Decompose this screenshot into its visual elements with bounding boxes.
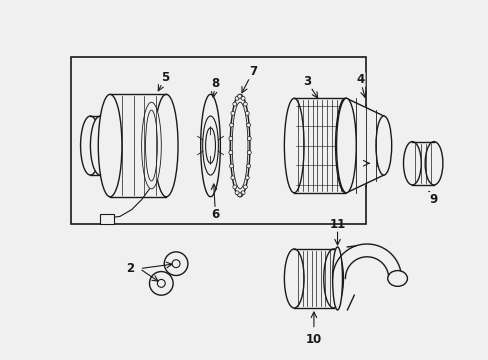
Text: 2: 2 (125, 262, 134, 275)
Ellipse shape (237, 94, 241, 98)
Text: 10: 10 (305, 333, 322, 346)
Text: 6: 6 (211, 208, 219, 221)
Text: 1: 1 (375, 157, 383, 170)
Ellipse shape (235, 191, 239, 195)
Ellipse shape (200, 94, 220, 197)
Ellipse shape (235, 96, 239, 100)
Ellipse shape (375, 116, 391, 175)
Ellipse shape (246, 164, 250, 168)
Ellipse shape (154, 94, 178, 197)
Ellipse shape (247, 136, 251, 140)
Ellipse shape (232, 185, 236, 189)
Text: 5: 5 (161, 71, 169, 84)
Ellipse shape (245, 111, 249, 115)
Bar (100, 215, 114, 224)
Text: 3: 3 (303, 75, 310, 88)
Ellipse shape (246, 123, 250, 127)
Text: 7: 7 (248, 65, 256, 78)
Ellipse shape (238, 94, 242, 98)
Ellipse shape (90, 116, 110, 175)
Ellipse shape (172, 260, 180, 267)
Ellipse shape (142, 102, 161, 189)
Ellipse shape (241, 191, 244, 195)
Ellipse shape (424, 141, 442, 185)
Text: 11: 11 (329, 218, 345, 231)
Ellipse shape (245, 176, 249, 180)
Ellipse shape (336, 98, 356, 193)
Ellipse shape (335, 98, 355, 193)
Ellipse shape (247, 150, 251, 154)
Text: 9: 9 (428, 193, 436, 206)
Ellipse shape (238, 193, 242, 197)
Ellipse shape (243, 185, 247, 189)
Ellipse shape (230, 176, 234, 180)
Ellipse shape (149, 271, 173, 295)
Ellipse shape (403, 141, 420, 185)
Ellipse shape (228, 136, 232, 140)
Ellipse shape (229, 123, 233, 127)
Ellipse shape (229, 164, 233, 168)
Ellipse shape (202, 116, 218, 175)
Ellipse shape (228, 150, 232, 154)
Ellipse shape (332, 247, 342, 310)
Ellipse shape (232, 102, 247, 189)
Ellipse shape (145, 110, 157, 181)
Ellipse shape (387, 271, 407, 286)
Ellipse shape (284, 98, 304, 193)
Polygon shape (346, 98, 383, 193)
Text: 4: 4 (355, 73, 364, 86)
Ellipse shape (323, 249, 343, 308)
Text: 8: 8 (211, 77, 219, 90)
Ellipse shape (81, 116, 100, 175)
Ellipse shape (98, 94, 122, 197)
Ellipse shape (241, 96, 244, 100)
Ellipse shape (237, 193, 241, 197)
Bar (71, 57, 366, 224)
Ellipse shape (205, 128, 215, 163)
Ellipse shape (230, 94, 249, 197)
Ellipse shape (164, 252, 187, 275)
Ellipse shape (157, 279, 165, 287)
Ellipse shape (243, 102, 247, 106)
Ellipse shape (230, 111, 234, 115)
Ellipse shape (284, 249, 304, 308)
Ellipse shape (232, 102, 236, 106)
